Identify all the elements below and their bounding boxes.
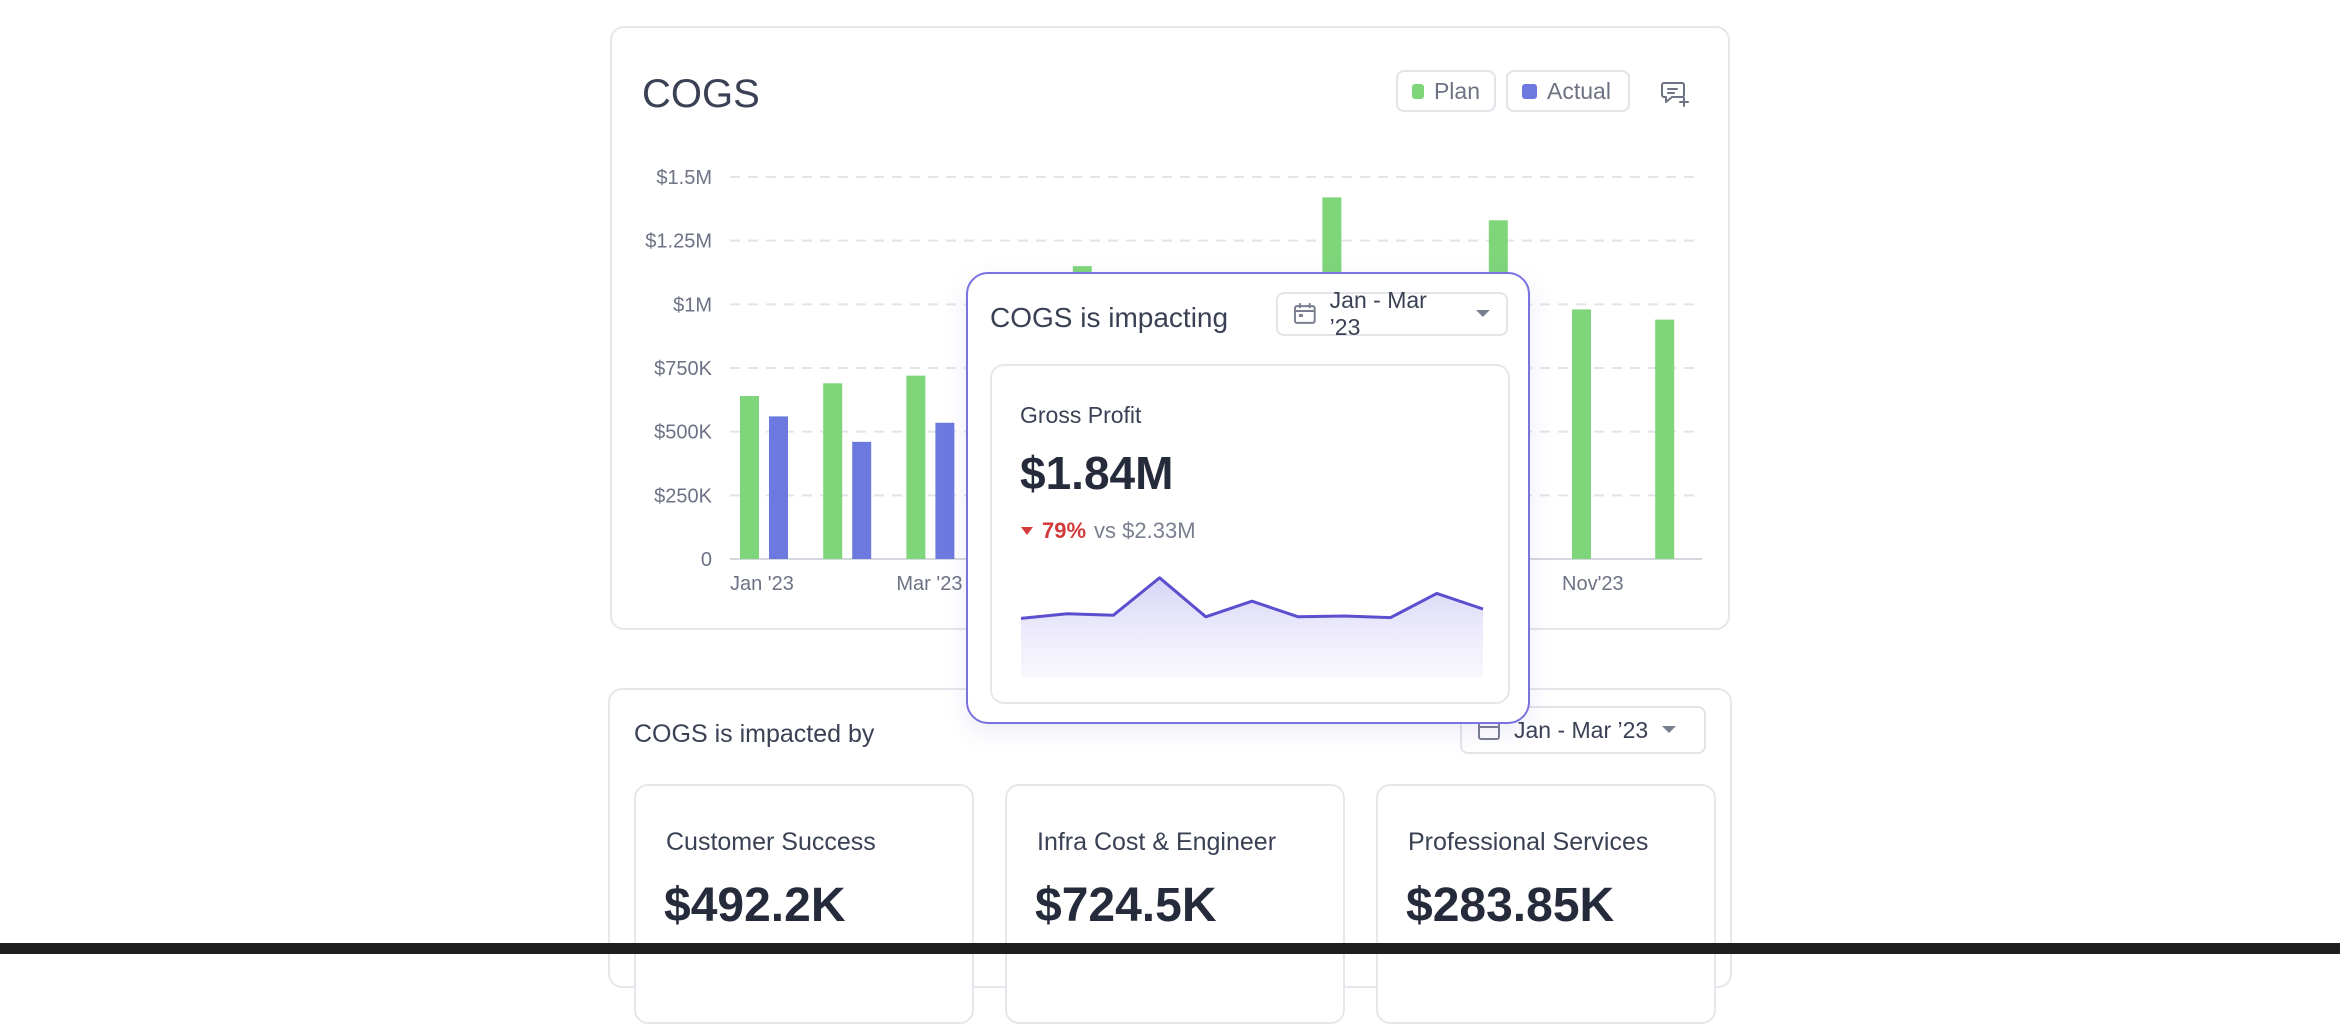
sparkline-area [1021, 577, 1483, 678]
driver-value: $724.5K [1035, 879, 1217, 932]
gross-profit-card[interactable]: Gross Profit $1.84M 79% vs $2.33M [990, 364, 1510, 704]
x-tick-label: Mar '23 [896, 573, 962, 595]
sparkline-line [1020, 576, 1484, 620]
driver-card-customer-success[interactable]: Customer Success $492.2K [634, 784, 974, 1024]
bar-plan [740, 396, 759, 559]
x-tick-label: Nov'23 [1562, 573, 1624, 595]
driver-card-infra-cost[interactable]: Infra Cost & Engineer $724.5K [1005, 784, 1345, 1024]
gross-profit-delta: 79% vs $2.33M [1020, 518, 1196, 544]
chart-title: COGS [642, 72, 760, 116]
impacted-by-title: COGS is impacted by [634, 720, 875, 748]
bar-actual [935, 422, 955, 559]
bar-plan [1655, 319, 1675, 559]
y-tick-label: $1.5M [656, 167, 712, 189]
gross-profit-label: Gross Profit [1020, 402, 1142, 428]
bar-actual [769, 416, 788, 559]
gross-profit-value: $1.84M [1020, 447, 1174, 499]
driver-value: $283.85K [1406, 879, 1615, 932]
impact-popover: COGS is impacting Jan - Mar ’23 Gross Pr… [966, 272, 1530, 724]
add-comment-icon[interactable] [1660, 78, 1690, 108]
triangle-down-icon [1021, 527, 1033, 535]
y-tick-label: 0 [701, 549, 712, 571]
bar-plan [823, 383, 843, 559]
impacted-date-label: Jan - Mar ’23 [1514, 716, 1649, 743]
delta-compare-text: vs $2.33M [1094, 518, 1196, 543]
legend-plan-toggle[interactable]: Plan [1396, 70, 1496, 112]
driver-label: Customer Success [666, 828, 876, 856]
y-tick-label: $250K [654, 485, 712, 507]
bar-plan [906, 375, 926, 559]
cogs-bar-chart: 0 $250K $500K $750K $1M $1.25M $1.5M Jan '23 Mar… [645, 167, 1702, 595]
y-tick-label: $1M [673, 294, 712, 316]
bar-actual [852, 441, 872, 559]
driver-card-professional-services[interactable]: Professional Services $283.85K [1376, 784, 1716, 1024]
x-tick-label: Jan '23 [730, 573, 794, 595]
popover-title: COGS is impacting [990, 302, 1229, 333]
y-tick-label: $500K [654, 422, 712, 444]
popover-date-range-select[interactable]: Jan - Mar ’23 [1276, 287, 1508, 340]
driver-label: Infra Cost & Engineer [1037, 828, 1277, 856]
gross-profit-sparkline [1020, 576, 1484, 678]
legend-plan-label: Plan [1433, 77, 1480, 104]
delta-percent: 79% [1042, 518, 1087, 543]
driver-label: Professional Services [1408, 828, 1649, 856]
calendar-icon [1293, 303, 1316, 324]
plan-swatch-icon [1412, 83, 1424, 99]
legend-actual-toggle[interactable]: Actual [1506, 70, 1630, 112]
driver-value: $492.2K [664, 879, 846, 932]
y-tick-label: $1.25M [645, 231, 712, 253]
bar-plan [1572, 309, 1591, 559]
y-tick-label: $750K [654, 358, 712, 380]
popover-date-label: Jan - Mar ’23 [1329, 287, 1427, 340]
chevron-down-icon [1662, 726, 1677, 733]
chevron-down-icon [1476, 310, 1491, 317]
legend-actual-label: Actual [1547, 77, 1611, 104]
bottom-edge-bar [0, 943, 2340, 954]
actual-swatch-icon [1522, 83, 1537, 99]
